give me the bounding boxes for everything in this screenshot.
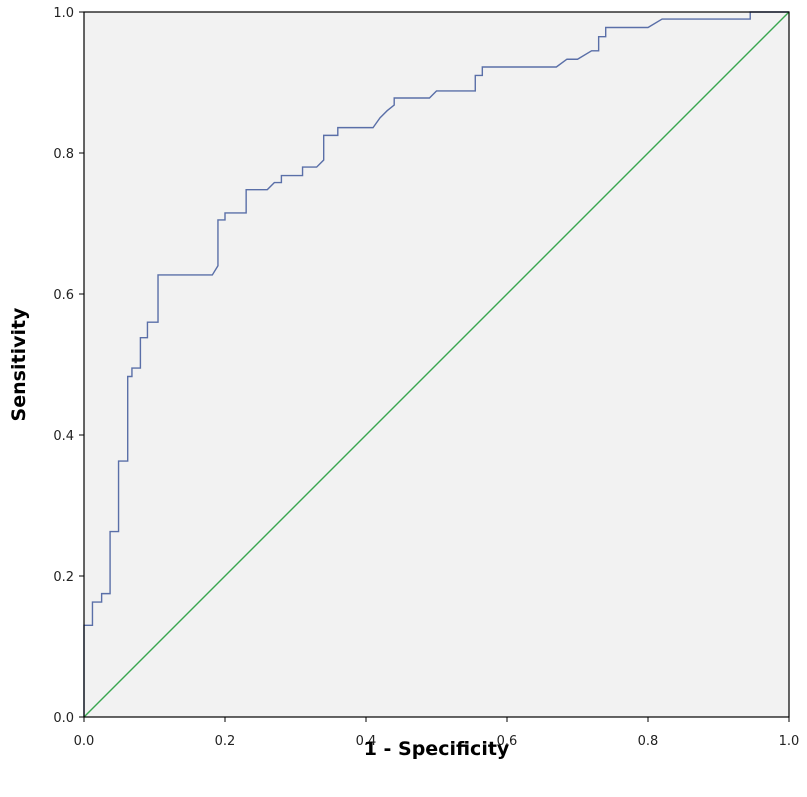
x-tick-label: 0.4	[356, 734, 377, 749]
y-tick-label: 0.8	[53, 147, 74, 162]
y-tick-label: 0.4	[53, 429, 74, 444]
x-axis: 0.0 0.2 0.4 0.6 0.8 1.0	[74, 717, 800, 749]
y-tick-label: 0.2	[53, 570, 74, 585]
y-tick-label: 1.0	[53, 6, 74, 21]
x-tick-label: 1.0	[779, 734, 800, 749]
y-tick-label: 0.6	[53, 288, 74, 303]
plot-frame	[83, 11, 790, 718]
x-tick-label: 0.6	[497, 734, 518, 749]
reference-diagonal-line	[83, 11, 790, 718]
x-tick-label: 0.0	[74, 734, 95, 749]
curves-layer	[83, 11, 790, 718]
x-tick-label: 0.2	[215, 734, 236, 749]
x-tick-label: 0.8	[638, 734, 659, 749]
roc-curve-line	[83, 11, 789, 717]
y-tick-label: 0.0	[53, 711, 74, 726]
x-axis-title: 1 - Specificity	[364, 738, 510, 760]
y-axis: 0.0 0.2 0.4 0.6 0.8 1.0	[53, 6, 84, 726]
y-axis-title: Sensitivity	[8, 307, 30, 421]
